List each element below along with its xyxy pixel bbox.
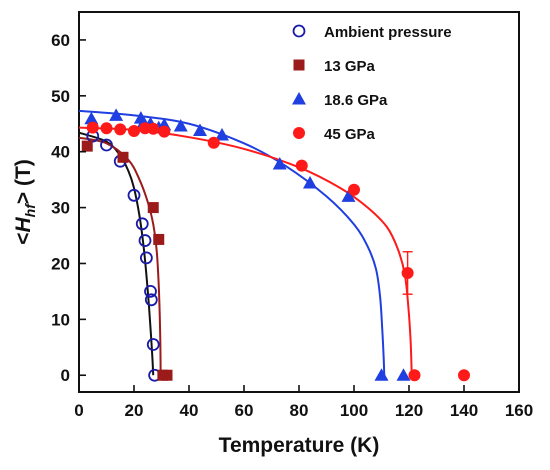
data-point — [396, 368, 411, 381]
x-tick-label: 80 — [290, 401, 309, 420]
x-tick-label: 40 — [180, 401, 199, 420]
y-tick-label: 30 — [51, 199, 70, 218]
data-point — [272, 157, 287, 170]
legend-marker — [292, 92, 306, 105]
data-point — [348, 183, 360, 196]
legend-label: 45 GPa — [324, 126, 376, 143]
fit-curve — [78, 136, 162, 376]
y-tick-label: 0 — [61, 366, 70, 385]
data-point — [138, 234, 152, 247]
data-point — [215, 127, 229, 141]
data-point — [147, 122, 160, 135]
y-axis-title-symbol: H — [12, 217, 35, 233]
data-point — [144, 293, 158, 307]
data-point — [153, 233, 165, 245]
data-point — [161, 369, 173, 381]
data-point — [127, 188, 141, 202]
y-tick-label: 20 — [51, 254, 70, 273]
legend-marker — [293, 59, 305, 71]
data-point — [193, 123, 207, 136]
x-axis-title: Temperature (K) — [219, 434, 380, 457]
data-point — [341, 189, 356, 202]
y-tick-label: 60 — [51, 31, 70, 50]
data-point — [207, 136, 220, 149]
y-axis-title-suffix: > (T) — [12, 159, 35, 204]
legend-label: 18.6 GPa — [324, 92, 388, 109]
fit-curves — [78, 109, 413, 376]
data-point — [303, 176, 317, 189]
x-tick-label: 120 — [395, 401, 423, 420]
data-markers — [81, 108, 470, 382]
legend-label: 13 GPa — [324, 58, 376, 75]
x-tick-label: 0 — [74, 401, 83, 420]
data-point — [458, 369, 470, 382]
data-point — [109, 108, 124, 121]
data-point — [100, 138, 113, 152]
x-tick-label: 20 — [125, 401, 144, 420]
y-axis-title-subscript: hf — [22, 203, 38, 218]
data-point — [114, 123, 127, 136]
legend-label: Ambient pressure — [324, 24, 452, 41]
x-tick-label: 100 — [340, 401, 368, 420]
y-axis-title-prefix: < — [12, 233, 35, 245]
legend: Ambient pressure 13 GPa 18.6 GPa 45 GPa — [292, 24, 452, 143]
y-tick-label: 50 — [51, 87, 70, 106]
data-point — [374, 368, 389, 381]
data-point — [173, 119, 188, 132]
data-point — [158, 125, 171, 138]
data-point — [128, 125, 140, 138]
x-tick-label: 140 — [450, 401, 478, 420]
y-tick-label: 40 — [51, 143, 70, 162]
data-point — [117, 151, 129, 163]
data-point — [144, 285, 157, 298]
data-point — [401, 266, 414, 279]
data-point — [146, 338, 160, 351]
legend-marker — [293, 127, 305, 139]
data-point — [100, 122, 113, 135]
data-point — [408, 369, 421, 382]
x-tick-label: 60 — [235, 401, 254, 420]
data-point — [84, 111, 99, 125]
legend-marker — [292, 24, 306, 38]
y-axis-title: <Hhf> (T) — [12, 159, 38, 245]
data-point — [86, 121, 99, 134]
fit-curve — [78, 109, 386, 376]
data-point — [147, 202, 159, 214]
y-tick-label: 10 — [51, 310, 70, 329]
axis-ticks: 0 20 40 60 80 100 120 140 160 0 10 20 30 40 50 60 — [51, 31, 533, 420]
fit-curve — [78, 126, 413, 376]
data-point — [81, 140, 93, 152]
data-point — [139, 251, 153, 265]
data-point — [135, 217, 149, 231]
x-tick-label: 160 — [505, 401, 533, 420]
data-point — [295, 159, 308, 172]
